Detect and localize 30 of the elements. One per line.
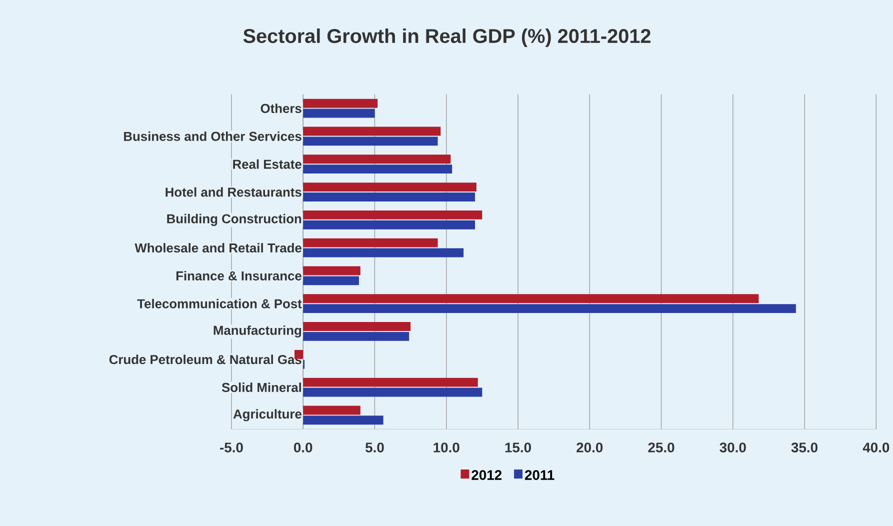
y-tick-label: Telecommunication & Post	[137, 298, 302, 308]
legend-label: 2012	[472, 470, 502, 480]
x-tick-label: 20.0	[576, 442, 603, 452]
y-tick-label: Business and Other Services	[124, 131, 302, 141]
x-tick-label: 40.0	[862, 442, 890, 452]
legend-label: 2011	[524, 470, 554, 480]
y-tick-label: Real Estate	[233, 159, 302, 169]
y-tick-label: Others	[260, 103, 302, 113]
chart-title: Sectoral Growth in Real GDP (%) 2011-2012	[243, 28, 650, 47]
x-tick-label: 15.0	[505, 442, 531, 452]
y-tick-label: Solid Mineral	[222, 382, 301, 392]
y-tick-label: Building Construction	[167, 214, 302, 226]
x-tick-label: 0.0	[294, 442, 312, 452]
bar	[303, 98, 378, 108]
y-tick-label: Finance & Insurance	[176, 270, 302, 280]
bar	[303, 154, 451, 164]
x-tick-label: 30.0	[720, 442, 746, 452]
bar	[303, 108, 375, 118]
x-tick-label: -5.0	[220, 442, 243, 452]
bar	[303, 164, 452, 174]
y-tick-label: Wholesale and Retail Trade	[134, 242, 302, 252]
x-tick-label: 5.0	[365, 442, 384, 452]
y-tick-label: Agriculture	[233, 408, 302, 422]
bar	[303, 406, 360, 414]
y-tick-label: Manufacturing	[214, 325, 302, 338]
x-tick-label: 10.0	[434, 442, 460, 452]
y-tick-label: Hotel and Restaurants	[166, 187, 302, 197]
bar	[303, 415, 384, 424]
x-tick-label: 35.0	[791, 442, 818, 452]
x-tick-label: 25.0	[648, 442, 674, 452]
